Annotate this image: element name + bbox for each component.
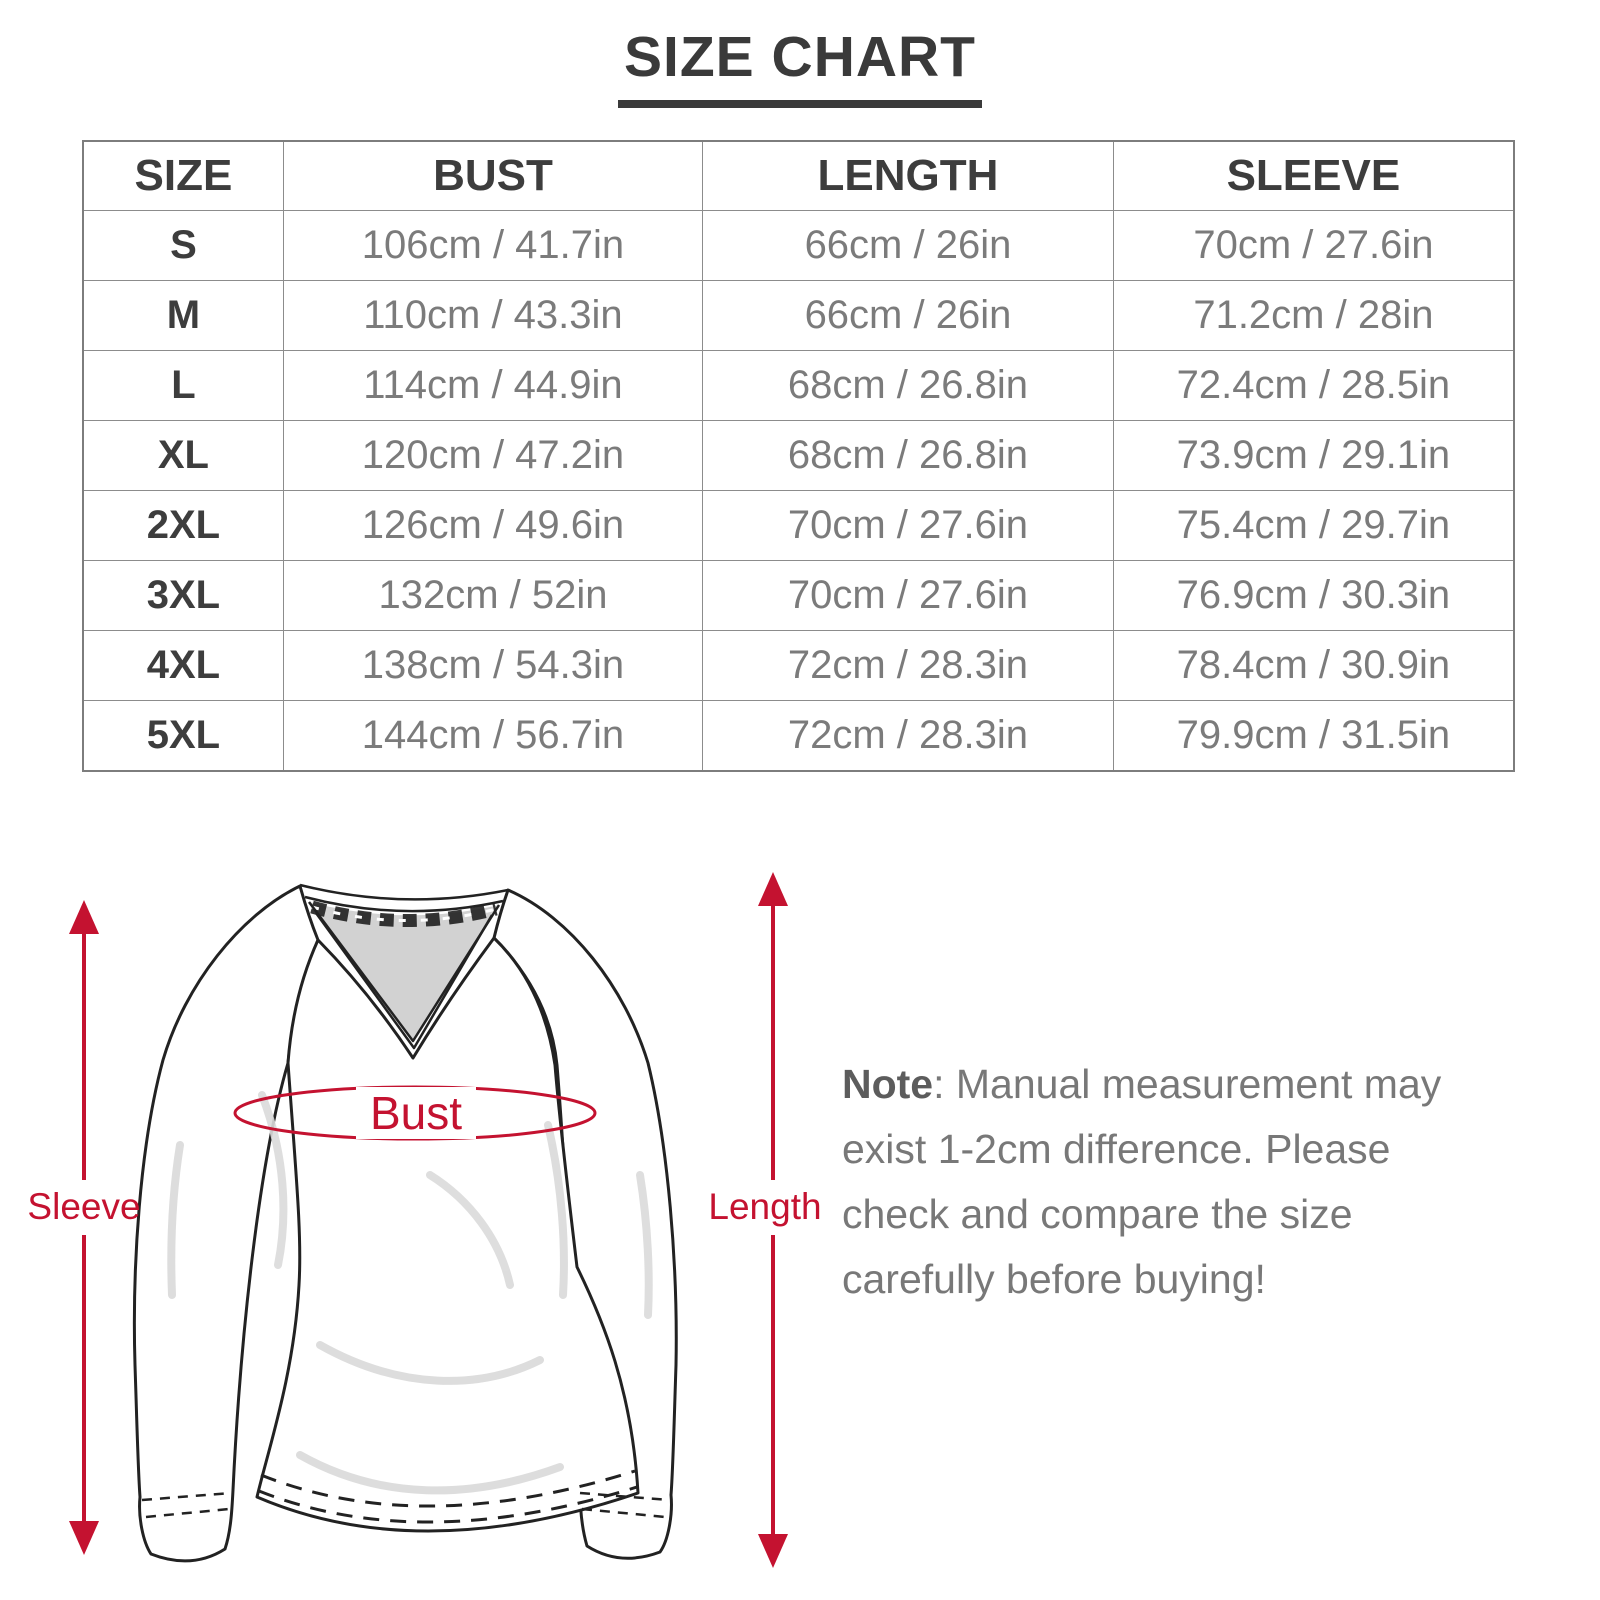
table-row: M 110cm / 43.3in 66cm / 26in 71.2cm / 28… (82, 280, 1515, 351)
bust-cell: 120cm / 47.2in (282, 420, 704, 491)
length-cell: 68cm / 26.8in (702, 350, 1114, 421)
table-row: 5XL 144cm / 56.7in 72cm / 28.3in 79.9cm … (82, 700, 1515, 772)
sleeve-cell: 70cm / 27.6in (1112, 210, 1515, 281)
length-cell: 70cm / 27.6in (702, 490, 1114, 561)
sleeve-cell: 71.2cm / 28in (1112, 280, 1515, 351)
size-cell: M (82, 280, 284, 351)
bust-cell: 126cm / 49.6in (282, 490, 704, 561)
table-row: XL 120cm / 47.2in 68cm / 26.8in 73.9cm /… (82, 420, 1515, 491)
page-title: SIZE CHART (618, 24, 982, 108)
note-line: carefully before buying! (842, 1256, 1266, 1302)
size-cell: XL (82, 420, 284, 491)
bust-cell: 106cm / 41.7in (282, 210, 704, 281)
bust-label-backing (356, 1087, 476, 1139)
column-header-size: SIZE (82, 140, 284, 211)
sleeve-cell: 78.4cm / 30.9in (1112, 630, 1515, 701)
bust-cell: 138cm / 54.3in (282, 630, 704, 701)
size-cell: 2XL (82, 490, 284, 561)
table-row: L 114cm / 44.9in 68cm / 26.8in 72.4cm / … (82, 350, 1515, 421)
sleeve-cell: 72.4cm / 28.5in (1112, 350, 1515, 421)
table-row: 3XL 132cm / 52in 70cm / 27.6in 76.9cm / … (82, 560, 1515, 631)
bust-cell: 110cm / 43.3in (282, 280, 704, 351)
size-cell: S (82, 210, 284, 281)
table-row: 4XL 138cm / 54.3in 72cm / 28.3in 78.4cm … (82, 630, 1515, 701)
size-cell: L (82, 350, 284, 421)
size-cell: 3XL (82, 560, 284, 631)
note-line: exist 1-2cm difference. Please (842, 1126, 1391, 1172)
length-cell: 72cm / 28.3in (702, 630, 1114, 701)
length-cell: 70cm / 27.6in (702, 560, 1114, 631)
sleeve-cell: 75.4cm / 29.7in (1112, 490, 1515, 561)
length-cell: 66cm / 26in (702, 210, 1114, 281)
note-text: : Manual measurement may (933, 1061, 1442, 1107)
sleeve-cell: 79.9cm / 31.5in (1112, 700, 1515, 772)
page-title-wrap: SIZE CHART (0, 24, 1600, 108)
column-header-length: LENGTH (702, 140, 1114, 211)
length-arrow (758, 872, 788, 1568)
sleeve-arrow (69, 900, 99, 1555)
bust-cell: 132cm / 52in (282, 560, 704, 631)
note-line: Note: Manual measurement may (842, 1052, 1552, 1117)
sleeve-label: Sleeve (27, 1186, 140, 1227)
table-header-row: SIZE BUST LENGTH SLEEVE (82, 140, 1515, 211)
column-header-bust: BUST (282, 140, 704, 211)
length-cell: 68cm / 26.8in (702, 420, 1114, 491)
measurement-note: Note: Manual measurement may exist 1-2cm… (842, 1052, 1552, 1312)
note-line: check and compare the size (842, 1191, 1353, 1237)
note-label: Note (842, 1061, 934, 1107)
size-cell: 5XL (82, 700, 284, 772)
bust-label: Bust (370, 1087, 462, 1139)
column-header-sleeve: SLEEVE (1112, 140, 1515, 211)
garment-measurement-diagram: Sleeve Length Bust (27, 872, 822, 1568)
length-cell: 66cm / 26in (702, 280, 1114, 351)
length-cell: 72cm / 28.3in (702, 700, 1114, 772)
shirt-illustration (132, 883, 678, 1563)
table-row: S 106cm / 41.7in 66cm / 26in 70cm / 27.6… (82, 210, 1515, 281)
measurement-annotations: Sleeve Length Bust (27, 872, 822, 1568)
sleeve-cell: 76.9cm / 30.3in (1112, 560, 1515, 631)
size-cell: 4XL (82, 630, 284, 701)
size-table: SIZE BUST LENGTH SLEEVE S 106cm / 41.7in… (82, 140, 1515, 772)
length-label: Length (708, 1186, 821, 1227)
bust-cell: 144cm / 56.7in (282, 700, 704, 772)
sleeve-cell: 73.9cm / 29.1in (1112, 420, 1515, 491)
table-row: 2XL 126cm / 49.6in 70cm / 27.6in 75.4cm … (82, 490, 1515, 561)
bust-cell: 114cm / 44.9in (282, 350, 704, 421)
